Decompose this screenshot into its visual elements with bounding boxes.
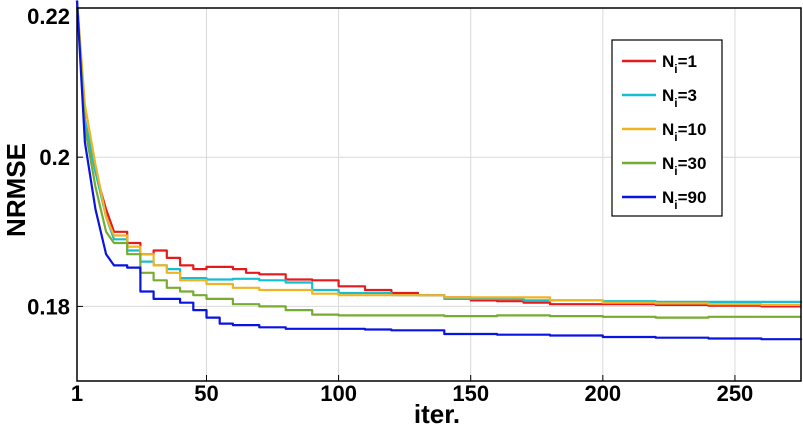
series-line-ni-30 xyxy=(75,0,801,319)
series-line-ni-10 xyxy=(75,0,801,306)
x-axis-label: iter. xyxy=(414,399,460,427)
series-line-ni-90 xyxy=(75,0,803,341)
y-tick-label: 0.22 xyxy=(27,4,70,29)
legend-label: Ni=3 xyxy=(662,86,697,110)
x-tick-label: 200 xyxy=(584,381,621,406)
x-tick-label: 150 xyxy=(452,381,489,406)
y-tick-label: 0.18 xyxy=(27,294,70,319)
x-axis-ticks: 1 50 100 150 200 250 xyxy=(71,375,753,406)
y-axis-label: NRMSE xyxy=(1,143,31,237)
legend: Ni=1 Ni=3 Ni=10 Ni=30 Ni=90 xyxy=(611,39,723,217)
x-tick-label: 100 xyxy=(320,381,357,406)
legend-label: Ni=30 xyxy=(662,154,706,178)
y-axis-ticks: 0.18 0.2 0.22 xyxy=(27,4,83,319)
x-tick-label: 1 xyxy=(71,381,83,406)
legend-label: Ni=10 xyxy=(662,120,706,144)
legend-label: Ni=90 xyxy=(662,188,706,212)
plot-frame xyxy=(76,7,802,382)
legend-label: Ni=1 xyxy=(662,52,697,76)
x-tick-label: 50 xyxy=(194,381,218,406)
x-tick-label: 250 xyxy=(717,381,754,406)
y-tick-label: 0.2 xyxy=(39,145,70,170)
series-lines xyxy=(75,0,803,341)
